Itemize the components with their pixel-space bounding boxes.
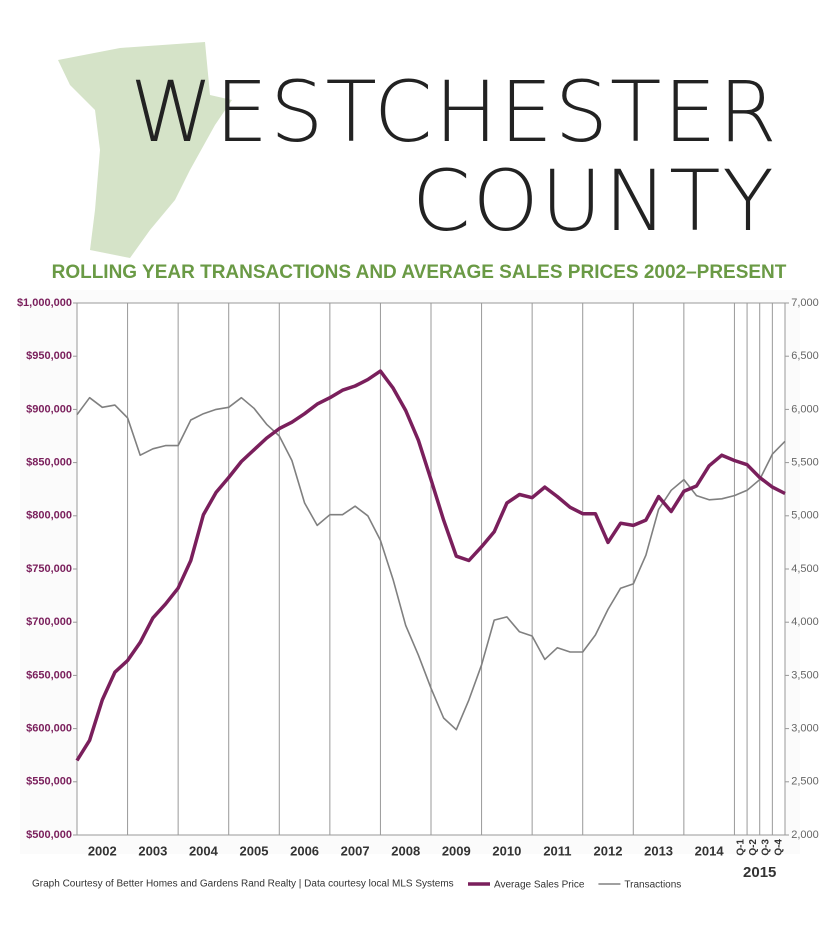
- legend-label: Average Sales Price: [494, 880, 585, 891]
- x-tick-label: 2003: [138, 843, 167, 858]
- x-tick-label: 2004: [189, 843, 219, 858]
- x-group-label: 2015: [743, 864, 776, 881]
- y2-tick-label: 6,500: [791, 350, 819, 362]
- y-tick-label: $1,000,000: [17, 297, 72, 309]
- chart-title-line2: COUNTY: [412, 152, 776, 250]
- source-note: Graph Courtesy of Better Homes and Garde…: [32, 879, 454, 890]
- x-tick-label: 2009: [442, 843, 471, 858]
- x-tick-label: 2008: [391, 843, 420, 858]
- x-tick-label: 2005: [240, 843, 269, 858]
- y-tick-label: $950,000: [26, 350, 72, 362]
- y-tick-label: $900,000: [26, 403, 72, 415]
- x-minor-tick-label: Q-4: [773, 839, 784, 856]
- x-tick-label: 2014: [695, 843, 725, 858]
- x-tick-label: 2007: [341, 843, 370, 858]
- y-tick-label: $550,000: [26, 776, 72, 788]
- chart-title: WESTCHESTER: [130, 63, 779, 161]
- legend-label: Transactions: [624, 880, 681, 891]
- y2-tick-label: 5,000: [791, 510, 819, 522]
- y2-tick-label: 2,000: [791, 829, 819, 841]
- y2-tick-label: 7,000: [791, 297, 819, 309]
- y2-tick-label: 3,000: [791, 723, 819, 735]
- y-tick-label: $650,000: [26, 669, 72, 681]
- x-tick-label: 2011: [543, 843, 571, 858]
- x-tick-label: 2010: [492, 843, 521, 858]
- y2-tick-label: 2,500: [791, 776, 819, 788]
- x-tick-label: 2006: [290, 843, 319, 858]
- y2-tick-label: 4,000: [791, 616, 819, 628]
- y-tick-label: $850,000: [26, 457, 72, 469]
- y-tick-label: $750,000: [26, 563, 72, 575]
- y2-tick-label: 3,500: [791, 669, 819, 681]
- x-tick-label: 2002: [88, 843, 117, 858]
- y-tick-label: $600,000: [26, 723, 72, 735]
- x-tick-label: 2013: [644, 843, 673, 858]
- x-minor-tick-label: Q-1: [735, 839, 746, 856]
- y2-tick-label: 6,000: [791, 403, 819, 415]
- y-tick-label: $500,000: [26, 829, 72, 841]
- county-map: [58, 42, 232, 258]
- y-tick-label: $700,000: [26, 616, 72, 628]
- y2-tick-label: 4,500: [791, 563, 819, 575]
- y-tick-label: $800,000: [26, 510, 72, 522]
- x-minor-tick-label: Q-3: [761, 839, 772, 856]
- x-tick-label: 2012: [594, 843, 623, 858]
- data-line: [75, 369, 786, 762]
- chart-subtitle: ROLLING YEAR TRANSACTIONS AND AVERAGE SA…: [52, 262, 787, 283]
- data-line: [76, 396, 786, 731]
- x-minor-tick-label: Q-2: [748, 839, 759, 856]
- y2-tick-label: 5,500: [791, 457, 819, 469]
